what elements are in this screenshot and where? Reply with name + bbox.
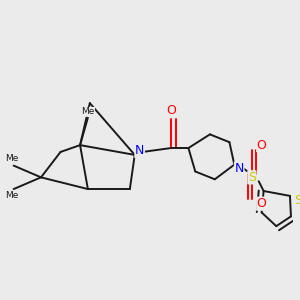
Text: N: N <box>235 162 244 175</box>
Text: Me: Me <box>81 107 94 116</box>
Text: N: N <box>135 145 144 158</box>
Text: O: O <box>166 104 176 117</box>
Text: O: O <box>257 197 267 210</box>
Text: Me: Me <box>5 154 18 163</box>
Text: Me: Me <box>5 191 18 200</box>
Text: S: S <box>248 171 256 184</box>
Text: O: O <box>257 139 267 152</box>
Text: S: S <box>294 194 300 207</box>
